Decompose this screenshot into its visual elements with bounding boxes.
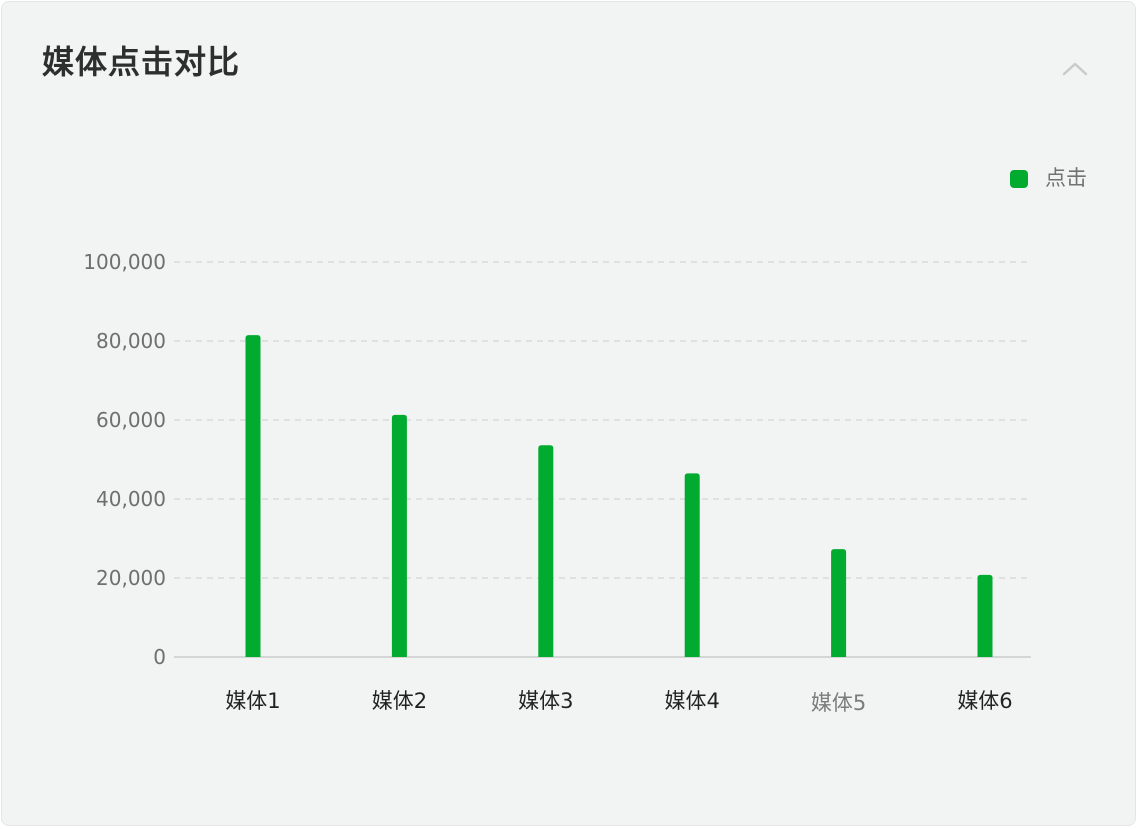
x-tick-label: 媒体2: [372, 689, 427, 713]
x-tick-label: 媒体5: [811, 691, 866, 715]
y-tick-label: 0: [153, 645, 166, 669]
legend-item-clicks[interactable]: 点击: [1010, 168, 1087, 189]
y-tick-label: 20,000: [96, 566, 166, 590]
y-tick-label: 40,000: [96, 487, 166, 511]
legend-swatch: [1010, 169, 1028, 188]
bar-4[interactable]: [684, 473, 700, 657]
bar-1[interactable]: [245, 335, 261, 657]
card-title: 媒体点击对比: [42, 43, 241, 81]
bar-5[interactable]: [831, 549, 847, 657]
x-tick-label: 媒体4: [665, 689, 720, 713]
x-tick-label: 媒体1: [225, 689, 280, 713]
bar-2[interactable]: [391, 414, 407, 657]
chevron-up-icon[interactable]: [1060, 58, 1090, 80]
bar-6[interactable]: [977, 574, 993, 657]
x-tick-label: 媒体3: [518, 689, 573, 713]
x-tick-label: 媒体6: [957, 689, 1012, 713]
y-tick-label: 80,000: [96, 329, 166, 353]
y-tick-label: 100,000: [83, 250, 166, 274]
legend-label: 点击: [1045, 166, 1087, 190]
bar-3[interactable]: [538, 445, 554, 657]
y-tick-label: 60,000: [96, 408, 166, 432]
